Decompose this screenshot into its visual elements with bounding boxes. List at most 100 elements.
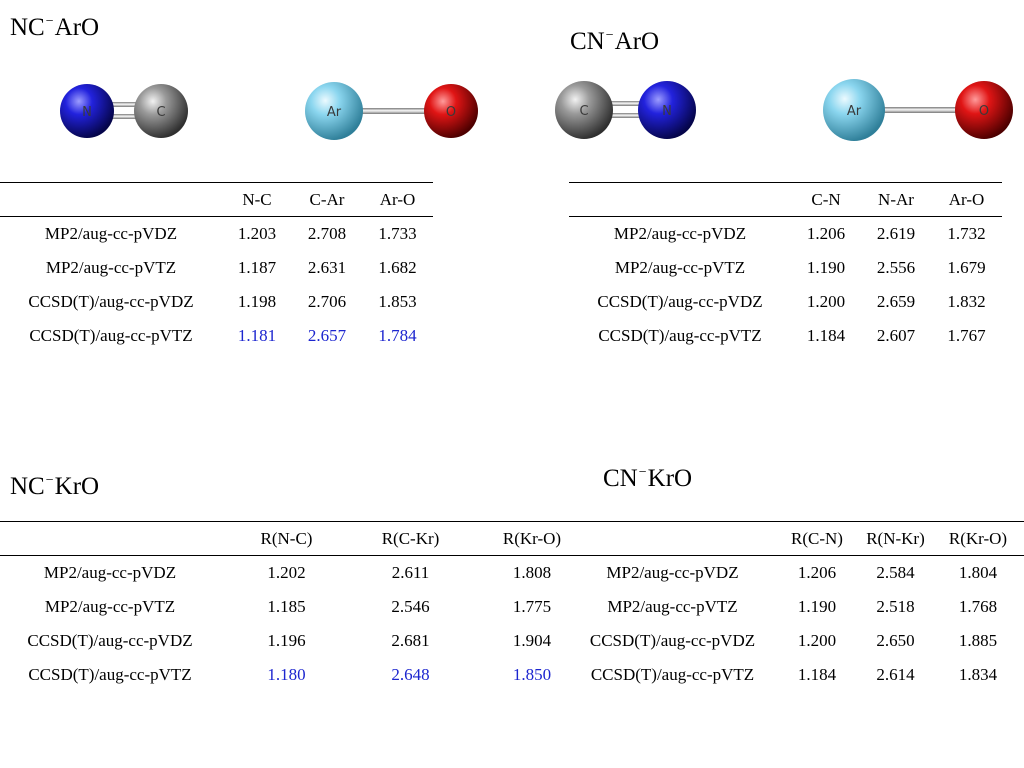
method-cell: MP2/aug-cc-pVTZ (607, 596, 738, 616)
method-cell: CCSD(T)/aug-cc-pVTZ (598, 325, 762, 345)
value-cell: 2.614 (876, 664, 915, 684)
value-cell: 1.804 (958, 562, 998, 582)
value-cell: 1.775 (512, 596, 552, 616)
value-cell: 1.184 (797, 664, 837, 684)
table-row: CCSD(T)/aug-cc-pVDZ 1.200 2.650 1.885 (570, 624, 1024, 658)
column-header-method (0, 521, 220, 556)
table-row: CCSD(T)/aug-cc-pVDZ 1.196 2.681 1.904 (0, 624, 596, 658)
highlighted-value-cell: 2.648 (391, 664, 430, 684)
value-cell: 2.546 (391, 596, 430, 616)
column-header-r-n-kr: R(N-Kr) (859, 521, 932, 556)
method-cell: MP2/aug-cc-pVDZ (44, 223, 178, 243)
column-header-ar-o: Ar-O (931, 182, 1002, 217)
value-cell: 1.768 (958, 596, 998, 616)
method-cell: MP2/aug-cc-pVTZ (44, 596, 176, 616)
panel-title-cn-aro: CN−ArO (570, 28, 660, 55)
value-cell: 1.853 (378, 291, 417, 311)
value-cell: 1.732 (947, 223, 986, 243)
bond-ar-o (334, 108, 454, 114)
table-row: MP2/aug-cc-pVTZ 1.190 2.556 1.679 (569, 251, 1002, 285)
value-cell: 1.184 (806, 325, 846, 345)
table-nc-aro: N-C C-Ar Ar-O MP2/aug-cc-pVDZ 1.203 2.70… (0, 182, 433, 353)
value-cell: 1.808 (512, 562, 552, 582)
column-header-method (570, 521, 775, 556)
column-header-ar-o: Ar-O (362, 182, 433, 217)
value-cell: 2.556 (876, 257, 916, 277)
table-row: MP2/aug-cc-pVDZ 1.206 2.619 1.732 (569, 217, 1002, 251)
value-cell: 2.584 (876, 562, 915, 582)
table-row: MP2/aug-cc-pVDZ 1.202 2.611 1.808 (0, 556, 596, 590)
panel-title-cn-kro: CN−KrO (603, 465, 693, 492)
svg-text:O: O (446, 105, 456, 120)
value-cell: 1.206 (806, 223, 846, 243)
table-cn-aro: C-N N-Ar Ar-O MP2/aug-cc-pVDZ 1.206 2.61… (569, 182, 1002, 353)
method-cell: CCSD(T)/aug-cc-pVDZ (597, 291, 763, 311)
value-cell: 2.607 (876, 325, 916, 345)
value-cell: 1.200 (806, 291, 846, 311)
atom-o: O (955, 81, 1013, 139)
table-header-row: R(N-C) R(C-Kr) R(Kr-O) (0, 521, 596, 556)
svg-text:N: N (82, 105, 92, 120)
atom-n: N (60, 84, 114, 138)
table-header-row: R(C-N) R(N-Kr) R(Kr-O) (570, 521, 1024, 556)
value-cell: 1.733 (378, 223, 417, 243)
method-cell: CCSD(T)/aug-cc-pVTZ (590, 664, 755, 684)
bond-ar-o (854, 107, 984, 113)
value-cell: 2.631 (307, 257, 347, 277)
value-cell: 1.904 (512, 630, 552, 650)
value-cell: 2.611 (391, 562, 430, 582)
svg-text:Ar: Ar (327, 105, 342, 120)
highlighted-value-cell: 2.657 (307, 325, 347, 345)
bond-c-n (584, 101, 669, 118)
bond-n-c (87, 102, 177, 119)
svg-text:O: O (979, 104, 989, 119)
value-cell: 1.834 (958, 664, 998, 684)
table-row: MP2/aug-cc-pVTZ 1.190 2.518 1.768 (570, 590, 1024, 624)
svg-text:N: N (662, 104, 672, 119)
method-cell: CCSD(T)/aug-cc-pVDZ (27, 630, 193, 650)
value-cell: 2.659 (876, 291, 916, 311)
atom-ar: Ar (305, 82, 363, 140)
table-row: MP2/aug-cc-pVDZ 1.206 2.584 1.804 (570, 556, 1024, 590)
value-cell: 2.681 (391, 630, 430, 650)
value-cell: 2.518 (876, 596, 915, 616)
value-cell: 1.198 (237, 291, 277, 311)
svg-text:C: C (156, 105, 165, 120)
column-header-method (569, 182, 791, 217)
table-nc-kro: R(N-C) R(C-Kr) R(Kr-O) MP2/aug-cc-pVDZ 1… (0, 521, 596, 692)
value-cell: 1.206 (797, 562, 837, 582)
value-cell: 1.200 (797, 630, 837, 650)
atom-c: C (555, 81, 613, 139)
method-cell: CCSD(T)/aug-cc-pVTZ (28, 664, 192, 684)
method-cell: MP2/aug-cc-pVDZ (43, 562, 177, 582)
table-row: CCSD(T)/aug-cc-pVDZ 1.198 2.706 1.853 (0, 285, 433, 319)
value-cell: 1.885 (958, 630, 998, 650)
column-header-r-c-n: R(C-N) (775, 521, 859, 556)
column-header-n-c: N-C (222, 182, 292, 217)
value-cell: 1.196 (267, 630, 306, 650)
table-row: CCSD(T)/aug-cc-pVTZ 1.184 2.614 1.834 (570, 658, 1024, 692)
value-cell: 1.202 (267, 562, 306, 582)
table-row: MP2/aug-cc-pVTZ 1.187 2.631 1.682 (0, 251, 433, 285)
value-cell: 2.619 (876, 223, 916, 243)
column-header-r-n-c: R(N-C) (220, 521, 353, 556)
molecule-cn-aro: C N Ar O (555, 79, 1013, 141)
highlighted-value-cell: 1.181 (237, 325, 277, 345)
value-cell: 1.682 (378, 257, 417, 277)
method-cell: MP2/aug-cc-pVTZ (614, 257, 746, 277)
column-header-method (0, 182, 222, 217)
column-header-n-ar: N-Ar (861, 182, 931, 217)
highlighted-value-cell: 1.180 (267, 664, 306, 684)
table-header-row: C-N N-Ar Ar-O (569, 182, 1002, 217)
table-row: CCSD(T)/aug-cc-pVTZ 1.184 2.607 1.767 (569, 319, 1002, 353)
method-cell: MP2/aug-cc-pVDZ (606, 562, 739, 582)
method-cell: MP2/aug-cc-pVDZ (613, 223, 747, 243)
atom-o: O (424, 84, 478, 138)
molecule-nc-aro: N C Ar O (60, 82, 478, 140)
value-cell: 1.190 (797, 596, 837, 616)
panel-title-nc-aro: NC−ArO (10, 14, 100, 41)
method-cell: MP2/aug-cc-pVTZ (45, 257, 177, 277)
atom-n: N (638, 81, 696, 139)
highlighted-value-cell: 1.784 (378, 325, 417, 345)
table-row: CCSD(T)/aug-cc-pVDZ 1.200 2.659 1.832 (569, 285, 1002, 319)
